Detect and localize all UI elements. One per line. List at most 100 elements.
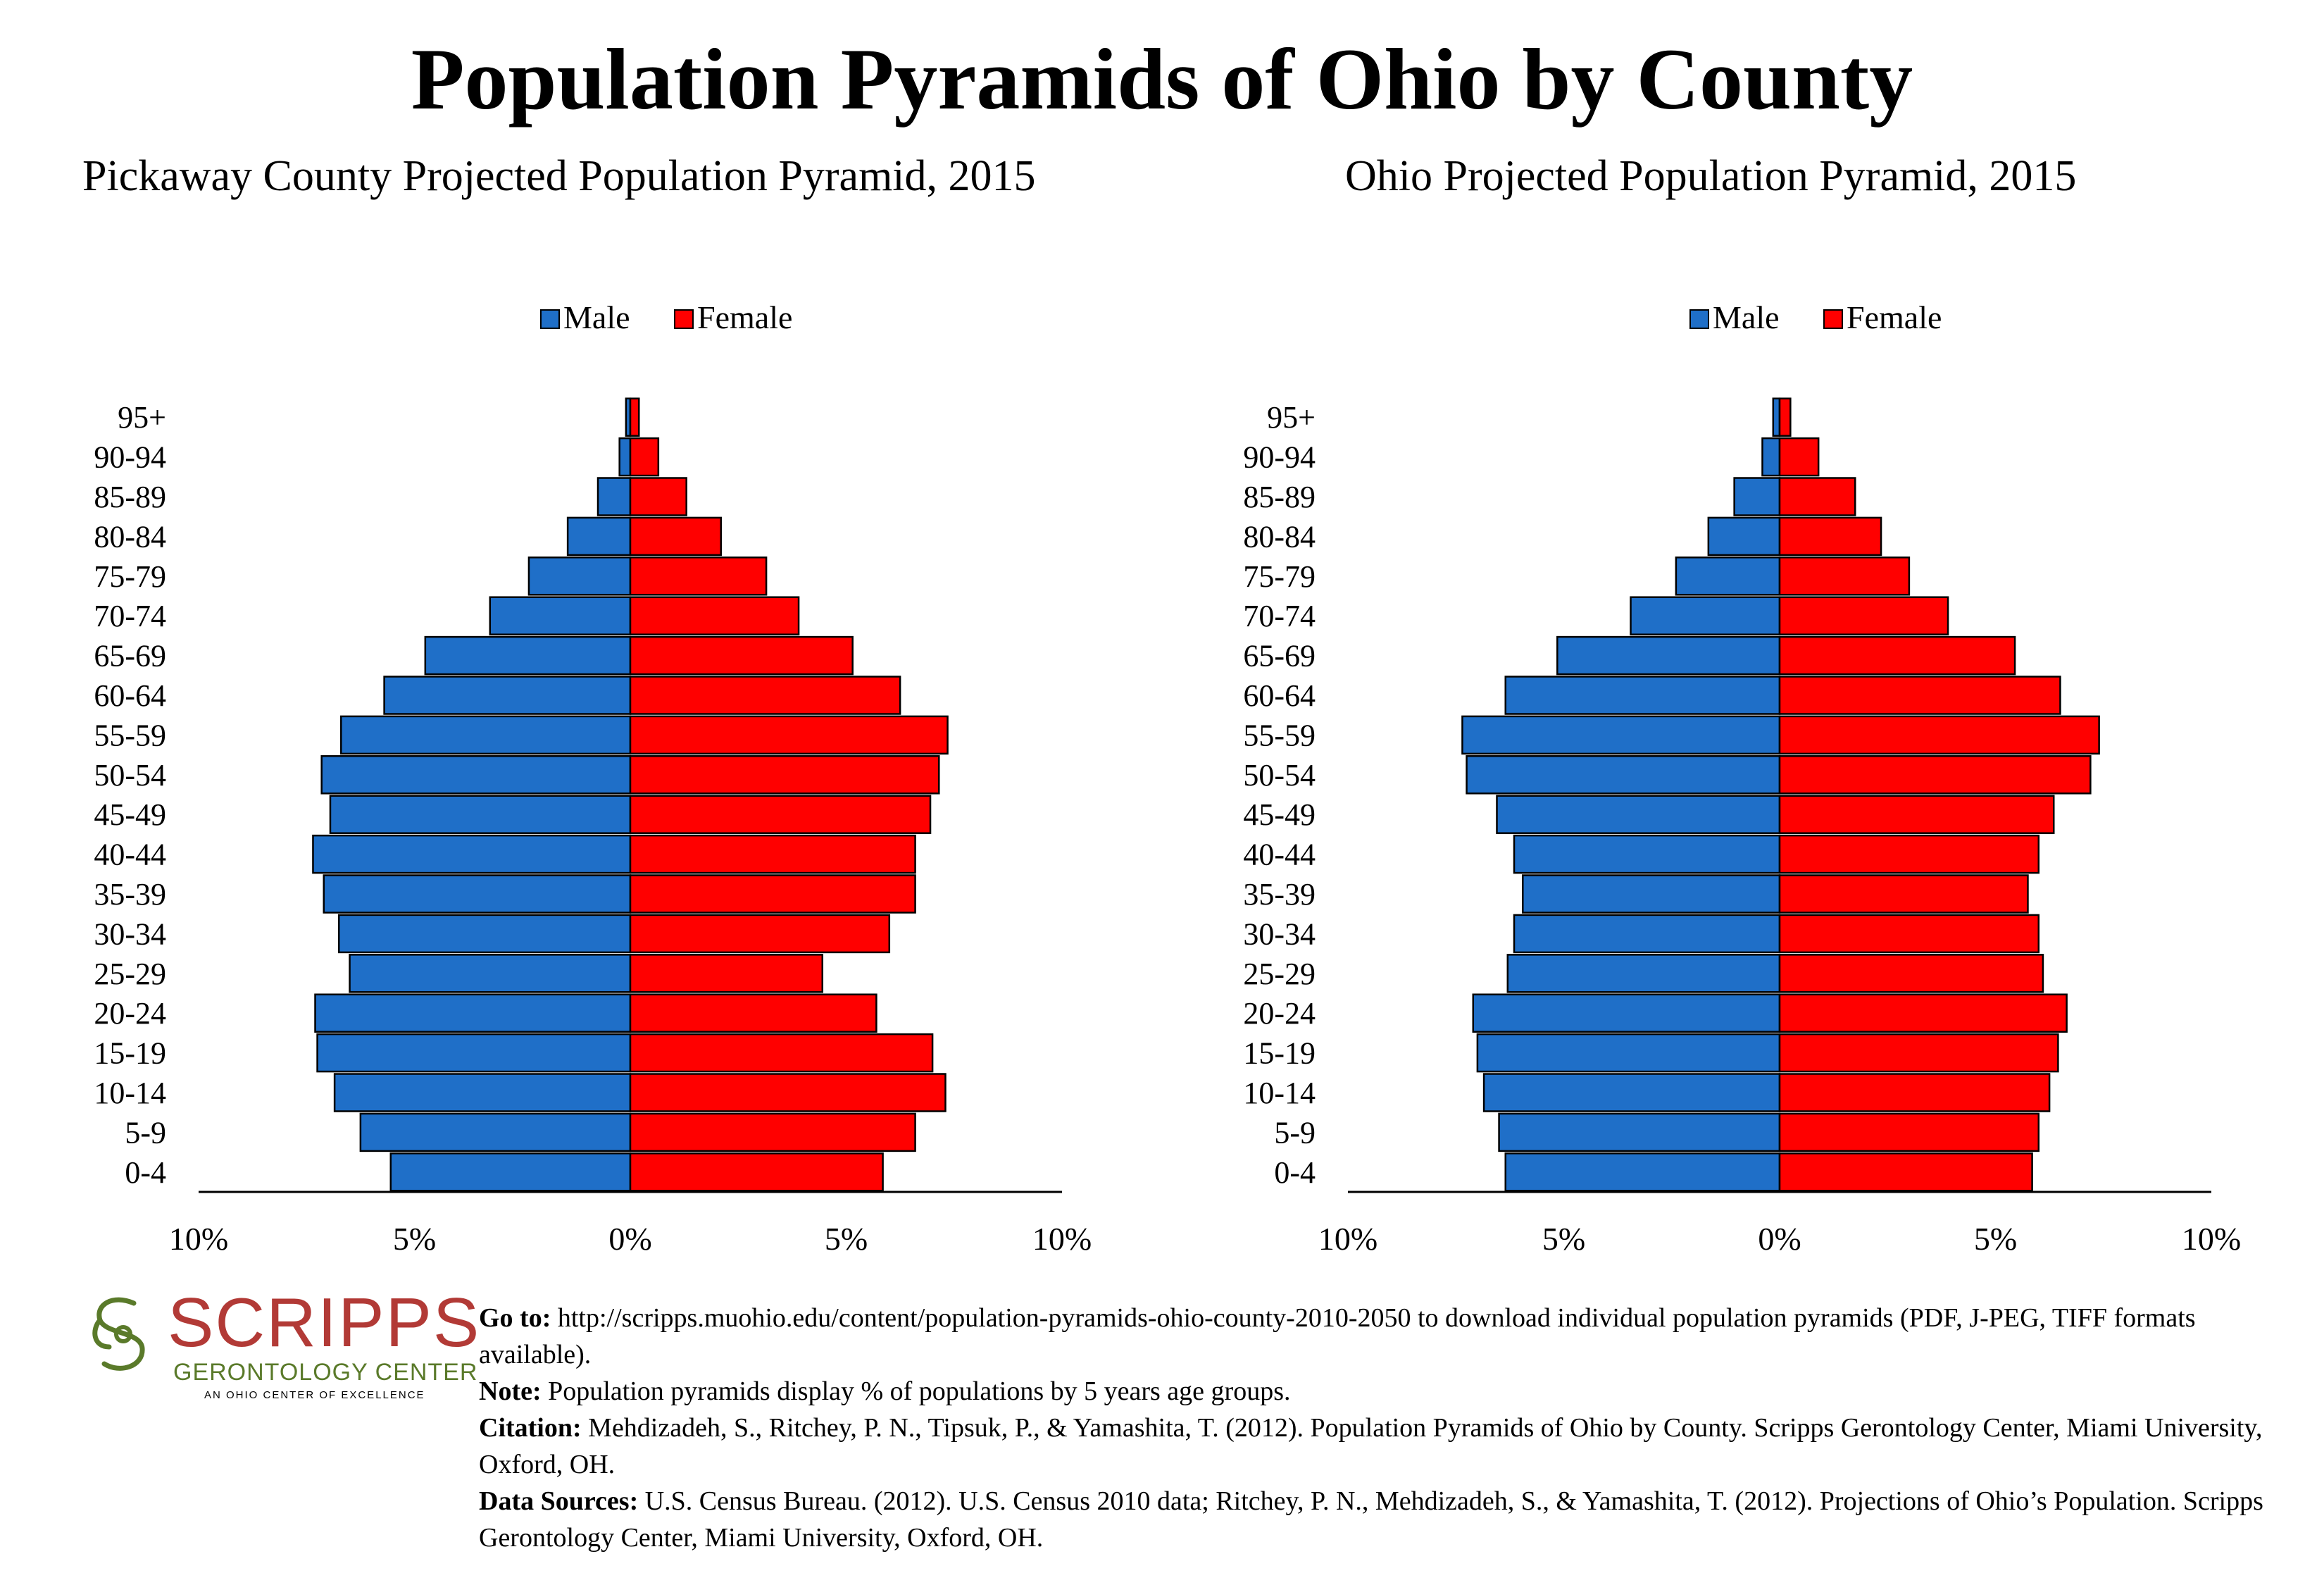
note-text: Mehdizadeh, S., Ritchey, P. N., Tipsuk, … [479,1413,2263,1479]
x-tick-label: 5% [1974,1221,2017,1257]
note-text: U.S. Census Bureau. (2012). U.S. Census … [479,1486,2263,1553]
bar-female [629,1112,916,1152]
bar-female [629,1033,934,1073]
age-group-label: 45-49 [1243,797,1316,832]
bar-female [1778,795,2055,834]
legend-swatch-female [674,309,694,329]
x-tick-label: 0% [608,1221,651,1257]
age-group-label: 60-64 [1243,678,1316,713]
bar-female [629,516,722,557]
bar-female [1778,437,1820,477]
scripps-logo: SCRIPPS GERONTOLOGY CENTER AN OHIO CENTE… [85,1283,479,1410]
x-tick-label: 10% [1032,1221,1092,1257]
age-group-label: 35-39 [1243,877,1316,912]
legend-swatch-male [540,309,560,329]
bar-female [629,755,940,795]
age-group-label: 0-4 [125,1155,166,1190]
bar-female [629,874,916,914]
bar-female [1778,397,1792,437]
bar-male [1496,795,1781,834]
x-tick-label: 0% [1758,1221,1801,1257]
bar-female [1778,993,2068,1033]
bar-female [629,914,891,954]
age-group-label: 30-34 [94,916,166,951]
bar-male [383,676,632,715]
age-group-label: 30-34 [1243,916,1316,951]
bar-female [1778,1112,2040,1152]
age-group-label: 85-89 [94,480,166,514]
age-group-label: 70-74 [94,599,166,633]
main-title: Population Pyramids of Ohio by County [411,31,1913,128]
age-group-label: 10-14 [1243,1076,1316,1110]
note-note: Note: Population pyramids display % of p… [479,1373,2310,1410]
bar-female [629,954,824,993]
chart-title-pickaway: Pickaway County Projected Population Pyr… [82,152,1036,200]
logo-tagline: AN OHIO CENTER OF EXCELLENCE [204,1389,425,1401]
bar-female [629,795,932,834]
bar-male [1513,914,1781,954]
bar-female [1778,635,2016,676]
bar-female [1778,596,1949,635]
age-group-label: 45-49 [94,797,166,832]
age-group-label: 5-9 [125,1115,166,1150]
bar-female [1778,914,2040,954]
bar-male [1461,715,1781,755]
bar-female [629,557,768,596]
bar-male [1513,834,1781,874]
age-group-label: 70-74 [1243,599,1316,633]
age-group-label: 95+ [1267,400,1316,435]
age-group-label: 25-29 [1243,957,1316,991]
bar-female [629,635,854,676]
age-group-label: 80-84 [1243,519,1316,554]
bar-female [1778,516,1882,557]
bar-male [1498,1112,1781,1152]
logo-name: SCRIPPS [168,1283,481,1361]
x-tick-label: 5% [393,1221,436,1257]
age-group-label: 10-14 [94,1076,166,1110]
bar-female [1778,676,2061,715]
bar-male [1630,596,1781,635]
bar-female [629,993,877,1033]
legend-label-female: Female [1847,299,1942,335]
bar-female [629,676,901,715]
bar-male [333,1073,632,1112]
bar-male [1522,874,1781,914]
bar-female [629,834,916,874]
age-group-label: 15-19 [1243,1036,1316,1071]
bar-female [1778,834,2040,874]
bar-male [1504,676,1781,715]
bar-female [1778,557,1911,596]
bar-male [349,954,632,993]
bar-male [1772,397,1781,437]
x-tick-label: 10% [169,1221,228,1257]
bar-female [629,1152,884,1192]
age-group-label: 85-89 [1243,480,1316,514]
x-tick-label: 5% [1542,1221,1585,1257]
bar-male [1761,437,1781,477]
age-group-label: 25-29 [94,957,166,991]
x-tick-label: 5% [825,1221,868,1257]
legend-swatch-male [1689,309,1709,329]
bar-female [629,437,660,477]
age-group-label: 35-39 [94,877,166,912]
age-group-label: 20-24 [1243,996,1316,1031]
bar-female [1778,715,2100,755]
age-group-label: 90-94 [1243,440,1316,475]
bar-female [1778,755,2092,795]
age-group-label: 65-69 [94,639,166,673]
age-group-label: 15-19 [94,1036,166,1071]
note-citation: Citation: Mehdizadeh, S., Ritchey, P. N.… [479,1410,2310,1483]
bar-male [1556,635,1781,676]
bar-female [1778,477,1856,516]
x-tick-label: 10% [1318,1221,1377,1257]
age-group-label: 50-54 [1243,758,1316,792]
x-tick-label: 10% [2182,1221,2241,1257]
bar-male [1504,1152,1781,1192]
legend-label-male: Male [1713,299,1780,335]
note-label: Data Sources: [479,1486,639,1516]
note-goto: Go to: http://scripps.muohio.edu/content… [479,1300,2310,1373]
age-group-label: 50-54 [94,758,166,792]
age-group-label: 65-69 [1243,639,1316,673]
